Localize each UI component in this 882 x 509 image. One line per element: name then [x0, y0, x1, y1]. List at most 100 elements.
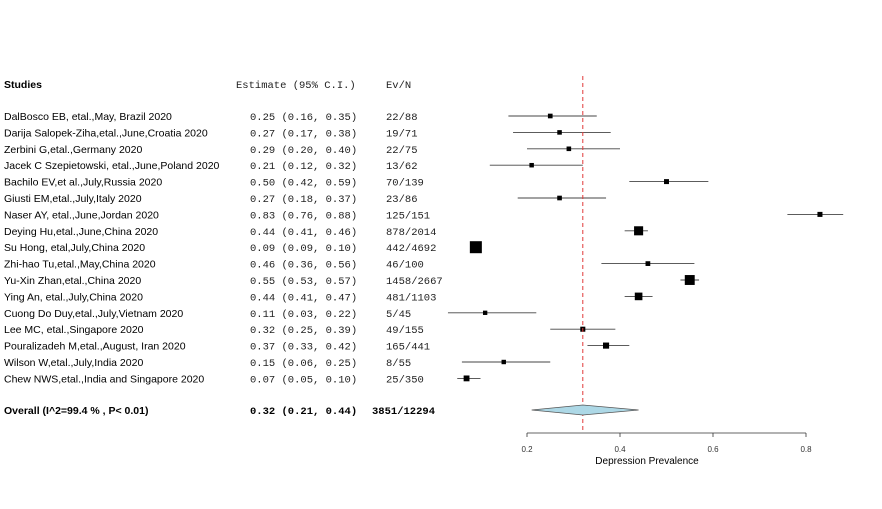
- study-evn: 70/139: [386, 178, 424, 190]
- study-row: Deying Hu,etal.,June,China 2020 0.44 (0.4…: [4, 226, 436, 239]
- header-studies: Studies: [4, 79, 42, 91]
- study-row: Zhi-hao Tu,etal.,May,China 2020 0.46 (0.3…: [4, 259, 424, 272]
- study-estimate: 0.15 (0.06, 0.25): [250, 358, 357, 370]
- study-evn: 878/2014: [386, 227, 436, 239]
- point-estimate: [634, 226, 644, 236]
- study-evn: 25/350: [386, 374, 424, 386]
- study-evn: 13/62: [386, 161, 418, 173]
- study-row: Bachilo EV,et al.,July,Russia 2020 0.50 (…: [4, 177, 424, 190]
- study-estimate: 0.44 (0.41, 0.46): [250, 227, 357, 239]
- point-estimate: [817, 211, 823, 217]
- plot-area: [447, 76, 844, 432]
- study-name: Darija Salopek-Ziha,etal.,June,Croatia 2…: [4, 127, 208, 139]
- study-row: Wilson W,etal.,July,India 2020 0.15 (0.06…: [4, 357, 411, 370]
- point-estimate: [602, 342, 610, 349]
- study-estimate: 0.27 (0.18, 0.37): [250, 194, 357, 206]
- overall-evn: 3851/12294: [372, 406, 435, 418]
- study-row: Chew NWS,etal.,India and Singapore 2020 0…: [4, 373, 424, 386]
- point-estimate: [566, 146, 572, 152]
- study-row: Pouralizadeh M,etal.,August, Iran 2020 0.…: [4, 341, 430, 354]
- study-evn: 5/45: [386, 309, 411, 321]
- tick-label: 0.8: [800, 445, 812, 454]
- study-estimate: 0.11 (0.03, 0.22): [250, 309, 357, 321]
- study-name: Pouralizadeh M,etal.,August, Iran 2020: [4, 341, 186, 353]
- study-row: Jacek C Szepietowski, etal.,June,Poland …: [4, 160, 418, 173]
- study-row: Ying An, etal.,July,China 2020 0.44 (0.41…: [4, 291, 436, 304]
- tick-label: 0.2: [521, 445, 533, 454]
- study-evn: 1458/2667: [386, 276, 443, 288]
- point-estimate: [482, 310, 488, 315]
- point-estimate: [529, 162, 534, 168]
- study-row: Yu-Xin Zhan,etal.,China 2020 0.55 (0.53, …: [4, 275, 443, 288]
- study-name: Cuong Do Duy,etal.,July,Vietnam 2020: [4, 308, 183, 320]
- study-estimate: 0.29 (0.20, 0.40): [250, 145, 357, 157]
- study-row: DalBosco EB, etal.,May, Brazil 2020 0.25 …: [4, 111, 418, 124]
- study-estimate: 0.50 (0.42, 0.59): [250, 178, 357, 190]
- study-evn: 165/441: [386, 342, 430, 354]
- study-estimate: 0.25 (0.16, 0.35): [250, 112, 357, 124]
- overall-row: Overall (I^2=99.4 % , P< 0.01) 0.32 (0.2…: [4, 404, 639, 418]
- study-estimate: 0.32 (0.25, 0.39): [250, 325, 357, 337]
- study-estimate: 0.21 (0.12, 0.32): [250, 161, 357, 173]
- x-axis: 0.2 0.4 0.6 0.8: [521, 432, 812, 454]
- study-estimate: 0.44 (0.41, 0.47): [250, 292, 357, 304]
- study-row: Lee MC, etal.,Singapore 2020 0.32 (0.25, …: [4, 324, 424, 337]
- study-name: Zerbini G,etal.,Germany 2020: [4, 144, 142, 156]
- study-name: Giusti EM,etal.,July,Italy 2020: [4, 193, 142, 205]
- point-estimate: [501, 359, 506, 365]
- header-estimate: Estimate (95% C.I.): [236, 80, 356, 92]
- study-name: Zhi-hao Tu,etal.,May,China 2020: [4, 259, 156, 271]
- point-estimate: [463, 375, 470, 382]
- study-evn: 442/4692: [386, 243, 436, 255]
- study-name: Deying Hu,etal.,June,China 2020: [4, 226, 158, 238]
- study-name: Su Hong, etal,July,China 2020: [4, 242, 145, 254]
- tick-label: 0.6: [707, 445, 719, 454]
- study-evn: 19/71: [386, 128, 418, 140]
- study-evn: 22/88: [386, 112, 418, 124]
- study-estimate: 0.07 (0.05, 0.10): [250, 374, 357, 386]
- point-estimate: [557, 195, 562, 201]
- study-evn: 49/155: [386, 325, 424, 337]
- study-row: Darija Salopek-Ziha,etal.,June,Croatia 2…: [4, 127, 418, 140]
- study-estimate: 0.55 (0.53, 0.57): [250, 276, 357, 288]
- study-name: DalBosco EB, etal.,May, Brazil 2020: [4, 111, 172, 123]
- point-estimate: [469, 241, 482, 254]
- study-name: Bachilo EV,et al.,July,Russia 2020: [4, 177, 162, 189]
- study-row: Zerbini G,etal.,Germany 2020 0.29 (0.20, …: [4, 144, 418, 157]
- study-row: Giusti EM,etal.,July,Italy 2020 0.27 (0.1…: [4, 193, 418, 206]
- study-name: Yu-Xin Zhan,etal.,China 2020: [4, 275, 141, 287]
- point-estimate: [664, 179, 669, 185]
- study-row: Su Hong, etal,July,China 2020 0.09 (0.09,…: [4, 242, 436, 255]
- study-estimate: 0.46 (0.36, 0.56): [250, 260, 357, 272]
- study-name: Lee MC, etal.,Singapore 2020: [4, 324, 144, 336]
- study-name: Jacek C Szepietowski, etal.,June,Poland …: [4, 160, 220, 172]
- study-rows: DalBosco EB, etal.,May, Brazil 2020 0.25 …: [4, 111, 443, 386]
- overall-estimate: 0.32 (0.21, 0.44): [250, 406, 357, 418]
- study-name: Naser AY, etal.,June,Jordan 2020: [4, 209, 159, 221]
- point-estimate: [684, 275, 695, 285]
- study-evn: 23/86: [386, 194, 418, 206]
- point-estimate: [645, 261, 651, 266]
- overall-diamond: [531, 404, 639, 416]
- study-row: Naser AY, etal.,June,Jordan 2020 0.83 (0.…: [4, 209, 430, 222]
- point-estimate: [557, 130, 562, 135]
- overall-label: Overall (I^2=99.4 % , P< 0.01): [4, 405, 148, 417]
- tick-label: 0.4: [614, 445, 626, 454]
- point-estimate: [634, 292, 643, 301]
- x-axis-label: Depression Prevalence: [595, 456, 699, 467]
- study-name: Wilson W,etal.,July,India 2020: [4, 357, 143, 369]
- study-evn: 125/151: [386, 210, 430, 222]
- study-estimate: 0.37 (0.33, 0.42): [250, 342, 357, 354]
- point-estimate: [547, 113, 553, 119]
- study-row: Cuong Do Duy,etal.,July,Vietnam 2020 0.11…: [4, 308, 411, 321]
- study-evn: 22/75: [386, 145, 418, 157]
- header-evn: Ev/N: [386, 80, 411, 92]
- study-estimate: 0.27 (0.17, 0.38): [250, 128, 357, 140]
- study-evn: 8/55: [386, 358, 411, 370]
- study-evn: 46/100: [386, 260, 424, 272]
- study-evn: 481/1103: [386, 292, 436, 304]
- study-name: Chew NWS,etal.,India and Singapore 2020: [4, 373, 204, 385]
- study-name: Ying An, etal.,July,China 2020: [4, 291, 143, 303]
- study-estimate: 0.83 (0.76, 0.88): [250, 210, 357, 222]
